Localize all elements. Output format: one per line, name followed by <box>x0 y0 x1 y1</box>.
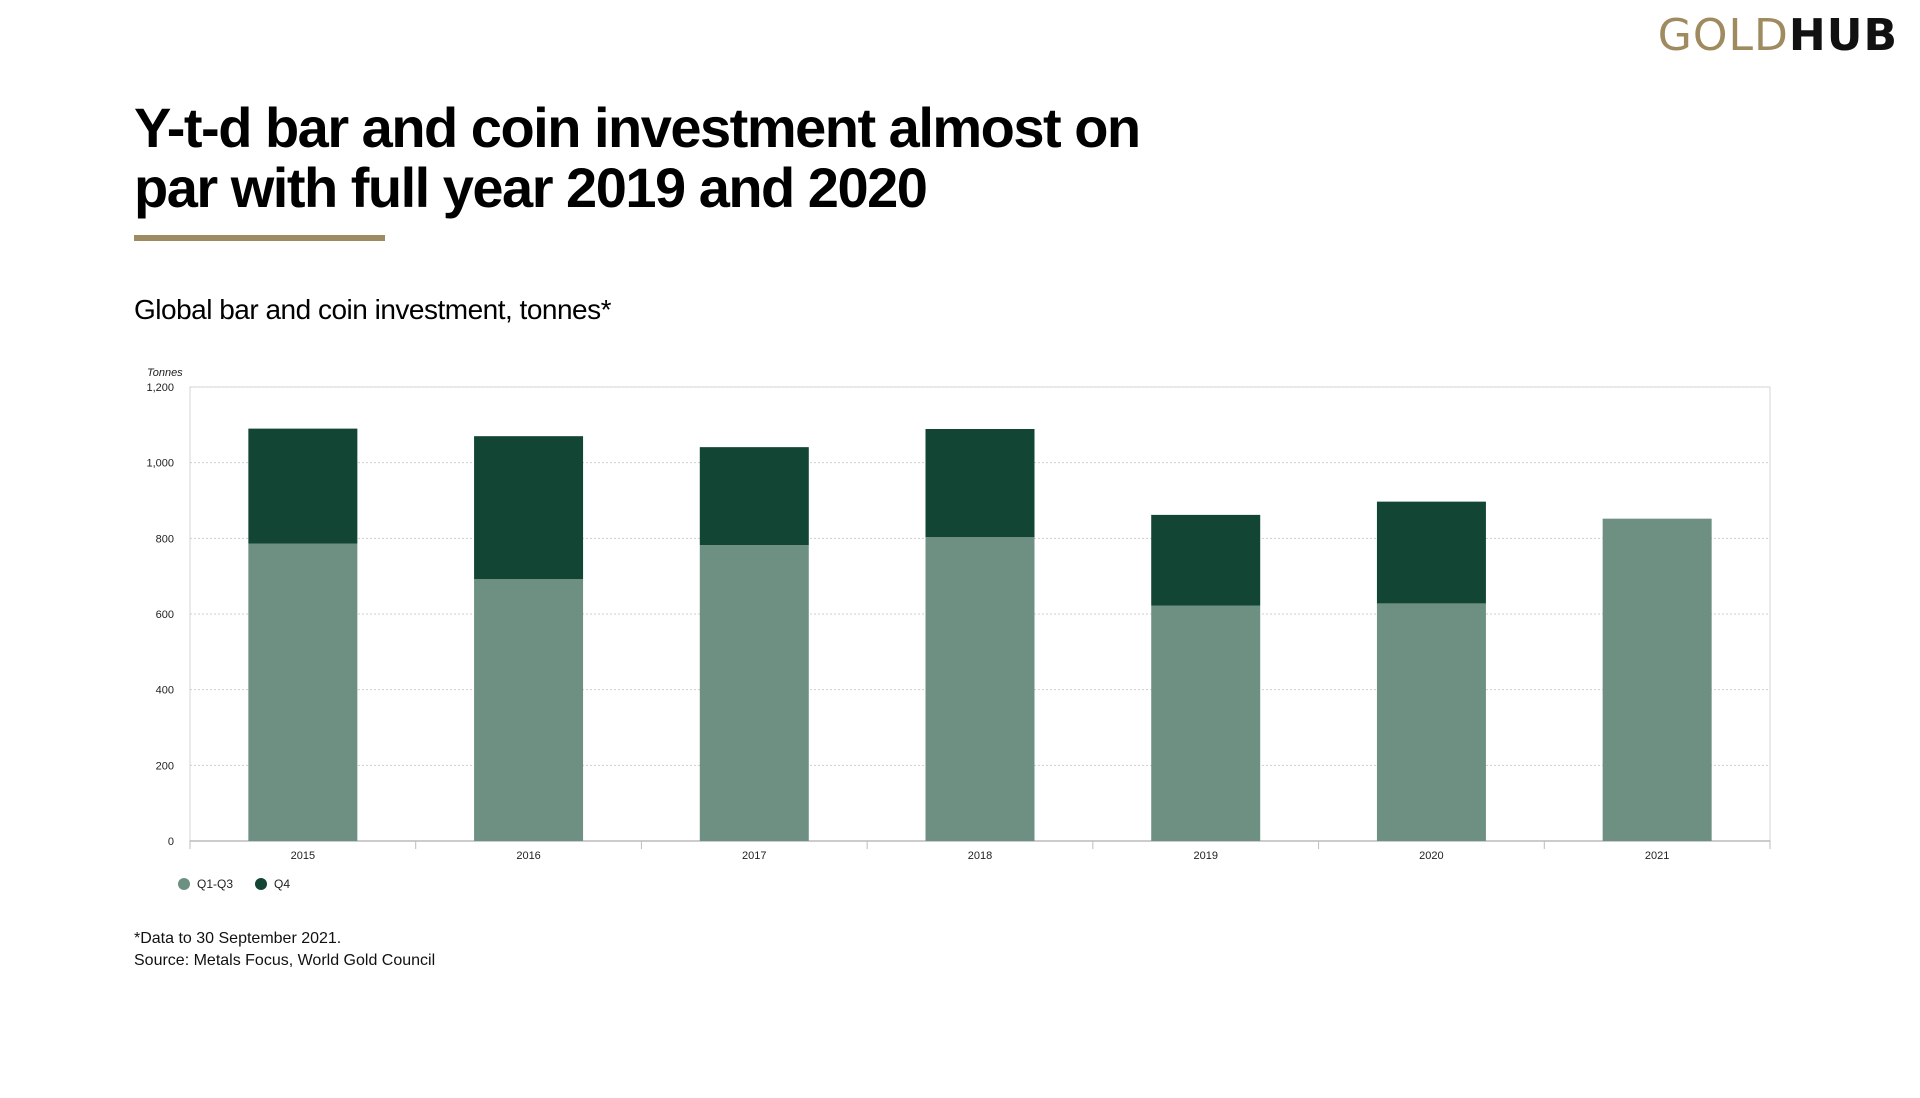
bar-q4-2018 <box>925 428 1035 538</box>
legend-swatch-q1q3 <box>178 878 190 890</box>
footnotes: *Data to 30 September 2021. Source: Meta… <box>134 928 435 972</box>
bar-q4-2019 <box>1151 514 1261 606</box>
y-axis-label: Tonnes <box>147 367 183 379</box>
logo-hub-text: HUB <box>1788 10 1898 61</box>
legend-swatch-q4 <box>255 878 268 890</box>
source-note: Source: Metals Focus, World Gold Council <box>134 952 436 969</box>
bar-q4-2015 <box>248 428 358 544</box>
y-tick-label: 600 <box>156 609 174 621</box>
headline-accent-rule <box>134 235 385 241</box>
x-tick-label: 2015 <box>291 850 315 862</box>
legend-label-q1q3: Q1-Q3 <box>197 877 234 891</box>
headline-line-2: par with full year 2019 and 2020 <box>134 156 928 219</box>
data-footnote: *Data to 30 September 2021. <box>134 930 342 947</box>
y-tick-label: 0 <box>168 836 174 848</box>
x-tick-label: 2018 <box>968 850 992 862</box>
x-tick-label: 2020 <box>1419 850 1443 862</box>
legend-item-q4: Q4 <box>255 877 290 891</box>
bar-q1q3-2018 <box>925 537 1035 841</box>
y-tick-label: 400 <box>156 685 174 697</box>
logo-gold-text: GOLD <box>1657 10 1789 61</box>
x-tick-label: 2019 <box>1193 850 1217 862</box>
y-tick-label: 1,200 <box>146 382 174 394</box>
bar-q1q3-2017 <box>699 545 809 841</box>
bar-q1q3-2016 <box>474 579 584 841</box>
bar-q4-2017 <box>699 447 809 546</box>
x-tick-label: 2021 <box>1645 850 1669 862</box>
bar-q1q3-2015 <box>248 543 358 841</box>
x-tick-label: 2017 <box>742 850 766 862</box>
y-tick-label: 800 <box>156 533 174 545</box>
x-tick-label: 2016 <box>516 850 540 862</box>
legend-label-q4: Q4 <box>274 877 291 891</box>
page-headline: Y-t-d bar and coin investment almost on … <box>134 98 1234 218</box>
bar-q1q3-2021 <box>1602 518 1712 841</box>
headline-line-1: Y-t-d bar and coin investment almost on <box>134 96 1141 159</box>
bar-q4-2016 <box>474 436 584 580</box>
legend-item-q1q3: Q1-Q3 <box>178 877 233 891</box>
chart-title: Global bar and coin investment, tonnes* <box>134 294 612 325</box>
bar-q1q3-2019 <box>1151 605 1261 841</box>
bar-q4-2020 <box>1376 501 1486 604</box>
y-tick-label: 200 <box>156 760 174 772</box>
goldhub-logo: GOLDHUB <box>1658 14 1898 58</box>
bar-q1q3-2020 <box>1376 603 1486 841</box>
y-tick-label: 1,000 <box>146 458 174 470</box>
chart-legend: Q1-Q3 Q4 <box>178 877 290 891</box>
